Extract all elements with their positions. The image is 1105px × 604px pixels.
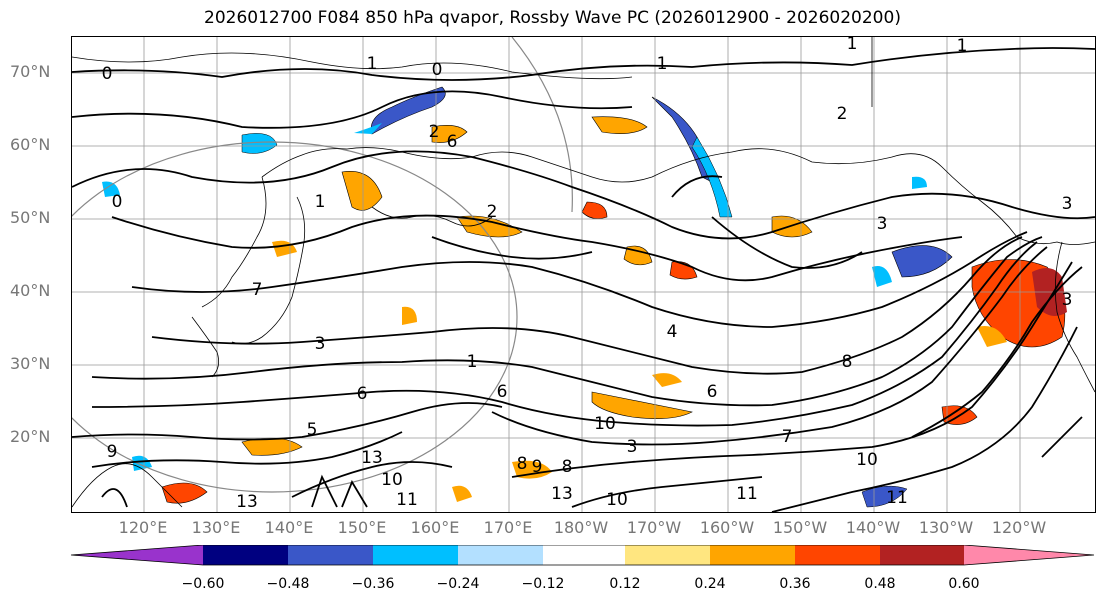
contour-label: 1 bbox=[657, 54, 668, 74]
colorbar-segment bbox=[710, 545, 795, 565]
anomaly-patches bbox=[102, 86, 1067, 508]
longitude-label: 160°W bbox=[699, 518, 755, 537]
contour-label: 5 bbox=[307, 420, 318, 440]
latitude-label: 70°N bbox=[10, 62, 51, 81]
contour-label: 1 bbox=[957, 37, 968, 56]
contour-label: 13 bbox=[361, 448, 383, 468]
colorbar-tick-label: −0.36 bbox=[351, 576, 395, 592]
colorbar-segment bbox=[288, 545, 373, 565]
contour-label: 10 bbox=[381, 470, 403, 490]
contour-label: 8 bbox=[562, 457, 573, 477]
colorbar-segment bbox=[795, 545, 880, 565]
colorbar-segment bbox=[880, 545, 964, 565]
contour-label: 2 bbox=[837, 104, 848, 124]
contour-label: 3 bbox=[627, 437, 638, 457]
graticule bbox=[72, 37, 1095, 512]
colorbar-tick-label: −0.48 bbox=[266, 576, 310, 592]
colorbar-outline bbox=[70, 545, 1095, 566]
longitude-label: 130°E bbox=[191, 518, 241, 537]
colorbar-tick-label: −0.12 bbox=[521, 576, 565, 592]
colorbar-tick-label: 0.36 bbox=[779, 576, 811, 592]
contour-label: 6 bbox=[497, 382, 508, 402]
contour-label: 6 bbox=[357, 384, 368, 404]
contour-lines bbox=[72, 47, 1095, 512]
contour-label: 2 bbox=[429, 122, 440, 142]
map-panel: 0 1 0 1 1 1 2 2 6 0 2 3 1 7 3 6 1 6 4 6 8 10 7 3 5 8 10 13 10 11 9 8 13 1… bbox=[71, 36, 1096, 513]
contour-label: 9 bbox=[532, 457, 543, 477]
contour-label: 3 bbox=[1062, 290, 1073, 310]
colorbar-tick-label: 0.12 bbox=[609, 576, 641, 592]
contour-label: 9 bbox=[107, 442, 118, 462]
contour-label: 6 bbox=[707, 382, 718, 402]
figure-title: 2026012700 F084 850 hPa qvapor, Rossby W… bbox=[204, 8, 901, 28]
longitude-label: 120°E bbox=[118, 518, 168, 537]
contour-label: 6 bbox=[447, 132, 458, 152]
contour-label: 3 bbox=[877, 214, 888, 234]
longitude-label: 140°E bbox=[264, 518, 314, 537]
contour-label: 0 bbox=[112, 192, 123, 212]
contour-label: 13 bbox=[551, 484, 573, 504]
reference-circle bbox=[72, 37, 573, 493]
latitude-label: 30°N bbox=[10, 354, 51, 373]
colorbar-segment bbox=[203, 545, 288, 565]
contour-label: 10 bbox=[856, 450, 878, 470]
latitude-label: 20°N bbox=[10, 427, 51, 446]
contour-label: 10 bbox=[594, 414, 616, 434]
contour-label: 3 bbox=[315, 334, 326, 354]
contour-label: 3 bbox=[1062, 194, 1073, 214]
colorbar-segment bbox=[543, 545, 625, 565]
contour-label: 11 bbox=[736, 484, 758, 504]
contour-label: 7 bbox=[782, 427, 793, 447]
colorbar-segment bbox=[964, 545, 1094, 565]
contour-label: 0 bbox=[102, 64, 113, 84]
colorbar bbox=[70, 545, 1095, 566]
contour-label: 1 bbox=[315, 192, 326, 212]
latitude-label: 40°N bbox=[10, 281, 51, 300]
contour-label: 1 bbox=[847, 37, 858, 54]
latitude-label: 50°N bbox=[10, 208, 51, 227]
colorbar-tick-label: 0.48 bbox=[864, 576, 896, 592]
latitude-label: 60°N bbox=[10, 135, 51, 154]
longitude-label: 180°W bbox=[553, 518, 609, 537]
colorbar-tick-label: −0.60 bbox=[181, 576, 225, 592]
colorbar-segment bbox=[625, 545, 710, 565]
colorbar-tick-label: 0.60 bbox=[948, 576, 980, 592]
contour-label: 7 bbox=[252, 280, 263, 300]
contour-label: 11 bbox=[886, 488, 908, 508]
contour-label: 10 bbox=[606, 490, 628, 510]
longitude-label: 150°W bbox=[772, 518, 828, 537]
longitude-label: 130°W bbox=[918, 518, 974, 537]
contour-label: 1 bbox=[467, 352, 478, 372]
longitude-label: 170°E bbox=[483, 518, 533, 537]
colorbar-segment bbox=[458, 545, 543, 565]
longitude-label: 160°E bbox=[410, 518, 460, 537]
contour-label: 8 bbox=[517, 454, 528, 474]
colorbar-tick-label: 0.24 bbox=[694, 576, 726, 592]
longitude-label: 140°W bbox=[845, 518, 901, 537]
contour-label: 13 bbox=[236, 492, 258, 512]
contour-label: 8 bbox=[842, 352, 853, 372]
longitude-label: 170°W bbox=[626, 518, 682, 537]
colorbar-segment bbox=[373, 545, 458, 565]
longitude-label: 120°W bbox=[991, 518, 1047, 537]
contour-label: 0 bbox=[432, 60, 443, 80]
contour-label: 4 bbox=[667, 322, 678, 342]
longitude-label: 150°E bbox=[337, 518, 387, 537]
contour-label: 11 bbox=[396, 490, 418, 510]
contour-label: 1 bbox=[367, 54, 378, 74]
colorbar-segment bbox=[71, 545, 203, 565]
colorbar-tick-label: −0.24 bbox=[436, 576, 480, 592]
contour-label: 2 bbox=[487, 202, 498, 222]
